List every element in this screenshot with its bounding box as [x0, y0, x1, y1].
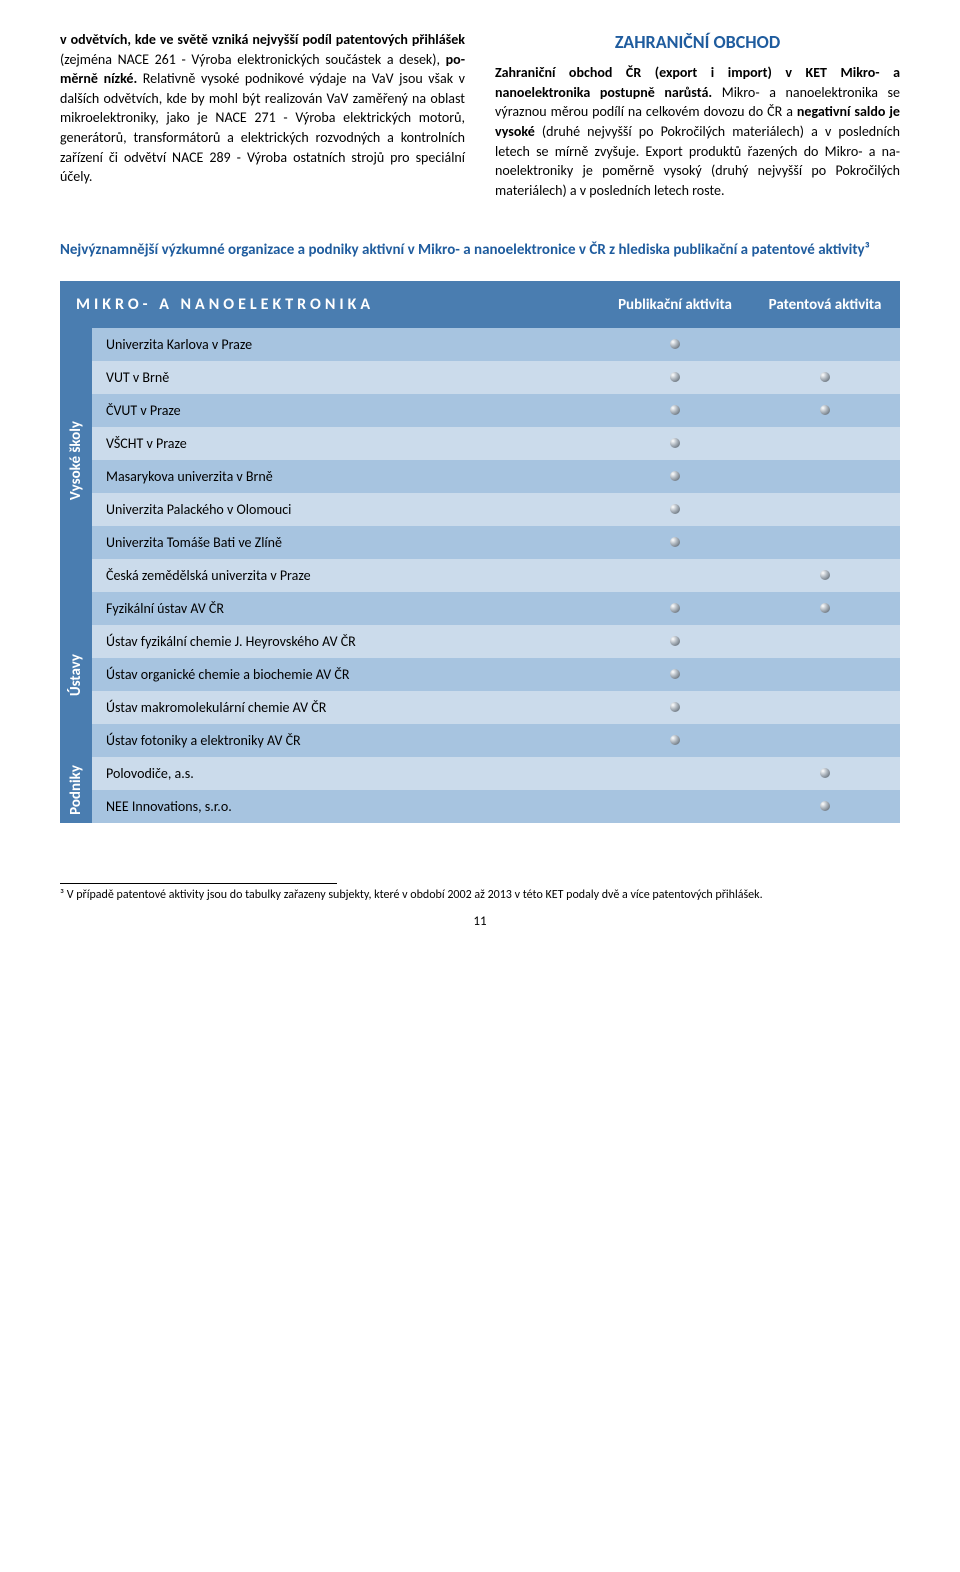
dot-icon	[670, 603, 680, 613]
pub-cell	[600, 658, 750, 691]
table-row: Univerzita Palackého v Olomouci	[60, 493, 900, 526]
table-row: Ústav fyzikální chemie J. Heyrovského AV…	[60, 625, 900, 658]
table-row: PodnikyPolovodiče, a.s.	[60, 757, 900, 790]
table-row: VŠCHT v Praze	[60, 427, 900, 460]
org-name: Masarykova univerzita v Brně	[92, 460, 600, 493]
pub-cell	[600, 724, 750, 757]
table-row: VUT v Brně	[60, 361, 900, 394]
dot-icon	[670, 702, 680, 712]
pat-cell	[750, 526, 900, 559]
pat-cell	[750, 559, 900, 592]
right-paragraph: Zahraniční obchod ČR (export i import) v…	[495, 63, 900, 200]
org-name: Fyzikální ústav AV ČR	[92, 592, 600, 625]
pub-cell	[600, 493, 750, 526]
table-row: ÚstavyFyzikální ústav AV ČR	[60, 592, 900, 625]
dot-icon	[820, 603, 830, 613]
pub-cell	[600, 625, 750, 658]
org-name: Univerzita Tomáše Bati ve Zlíně	[92, 526, 600, 559]
dot-icon	[820, 405, 830, 415]
pub-cell	[600, 394, 750, 427]
pat-cell	[750, 427, 900, 460]
left-bold-1: v odvětvích, kde ve světě vzniká nejvyšš…	[60, 31, 465, 48]
org-name: VUT v Brně	[92, 361, 600, 394]
left-text-2: Relativně vysoké podnikové výdaje na VaV…	[60, 70, 465, 185]
table: MIKRO- A NANOELEKTRONIKAPublikační aktiv…	[60, 281, 900, 823]
dot-icon	[670, 669, 680, 679]
page-number: 11	[60, 914, 900, 929]
org-name: NEE Innovations, s.r.o.	[92, 790, 600, 823]
pub-cell	[600, 328, 750, 361]
dot-icon	[820, 801, 830, 811]
pub-cell	[600, 592, 750, 625]
group-label: Podniky	[60, 757, 92, 823]
dot-icon	[670, 405, 680, 415]
table-row: Univerzita Tomáše Bati ve Zlíně	[60, 526, 900, 559]
pub-cell	[600, 460, 750, 493]
table-col-pub: Publikační aktivita	[600, 281, 750, 328]
table-row: Ústav fotoniky a elektroniky AV ČR	[60, 724, 900, 757]
right-text-2b: (druhé nejvyšší po Pokročilých materiále…	[495, 123, 900, 199]
pat-cell	[750, 658, 900, 691]
org-name: Polovodiče, a.s.	[92, 757, 600, 790]
org-name: ČVUT v Praze	[92, 394, 600, 427]
pub-cell	[600, 361, 750, 394]
table-row: ČVUT v Praze	[60, 394, 900, 427]
dot-icon	[670, 537, 680, 547]
org-name: Ústav makromolekulární chemie AV ČR	[92, 691, 600, 724]
pat-cell	[750, 328, 900, 361]
two-column-text: v odvětvích, kde ve světě vzniká nejvyšš…	[60, 30, 900, 200]
pat-cell	[750, 361, 900, 394]
dot-icon	[670, 372, 680, 382]
org-name: Univerzita Palackého v Olomouci	[92, 493, 600, 526]
table-col-pat: Patentová aktivita	[750, 281, 900, 328]
org-name: Ústav fyzikální chemie J. Heyrovského AV…	[92, 625, 600, 658]
pat-cell	[750, 460, 900, 493]
left-text-1: (zejména NACE 261 - Výroba elektronickýc…	[60, 51, 446, 68]
pat-cell	[750, 757, 900, 790]
org-name: Univerzita Karlova v Praze	[92, 328, 600, 361]
table-intro-heading: Nejvýznamnější výzkumné organizace a pod…	[60, 240, 900, 261]
table-row: NEE Innovations, s.r.o.	[60, 790, 900, 823]
dot-icon	[820, 768, 830, 778]
dot-icon	[820, 570, 830, 580]
organizations-table: MIKRO- A NANOELEKTRONIKAPublikační aktiv…	[60, 281, 900, 823]
right-column: ZAHRANIČNÍ OBCHOD Zahraniční obchod ČR (…	[495, 30, 900, 200]
pat-cell	[750, 493, 900, 526]
pub-cell	[600, 790, 750, 823]
table-row: Ústav makromolekulární chemie AV ČR	[60, 691, 900, 724]
org-name: Česká zemědělská univerzita v Praze	[92, 559, 600, 592]
dot-icon	[820, 372, 830, 382]
pub-cell	[600, 691, 750, 724]
pat-cell	[750, 724, 900, 757]
dot-icon	[670, 735, 680, 745]
dot-icon	[670, 471, 680, 481]
pub-cell	[600, 427, 750, 460]
pub-cell	[600, 559, 750, 592]
dot-icon	[670, 504, 680, 514]
pub-cell	[600, 757, 750, 790]
dot-icon	[670, 438, 680, 448]
table-row: Česká zemědělská univerzita v Praze	[60, 559, 900, 592]
table-row: Masarykova univerzita v Brně	[60, 460, 900, 493]
org-name: VŠCHT v Praze	[92, 427, 600, 460]
org-name: Ústav fotoniky a elektroniky AV ČR	[92, 724, 600, 757]
pat-cell	[750, 592, 900, 625]
pat-cell	[750, 625, 900, 658]
group-label: Vysoké školy	[60, 328, 92, 592]
pat-cell	[750, 790, 900, 823]
pat-cell	[750, 691, 900, 724]
left-column: v odvětvích, kde ve světě vzniká nejvyšš…	[60, 30, 465, 200]
dot-icon	[670, 636, 680, 646]
table-main-header: MIKRO- A NANOELEKTRONIKA	[60, 281, 600, 328]
left-paragraph: v odvětvích, kde ve světě vzniká nejvyšš…	[60, 30, 465, 187]
table-row: Vysoké školyUniverzita Karlova v Praze	[60, 328, 900, 361]
org-name: Ústav organické chemie a biochemie AV ČR	[92, 658, 600, 691]
dot-icon	[670, 339, 680, 349]
pub-cell	[600, 526, 750, 559]
table-row: Ústav organické chemie a biochemie AV ČR	[60, 658, 900, 691]
pat-cell	[750, 394, 900, 427]
footnote-text: ³ V případě patentové aktivity jsou do t…	[60, 888, 900, 904]
right-heading: ZAHRANIČNÍ OBCHOD	[495, 30, 900, 55]
group-label: Ústavy	[60, 592, 92, 757]
